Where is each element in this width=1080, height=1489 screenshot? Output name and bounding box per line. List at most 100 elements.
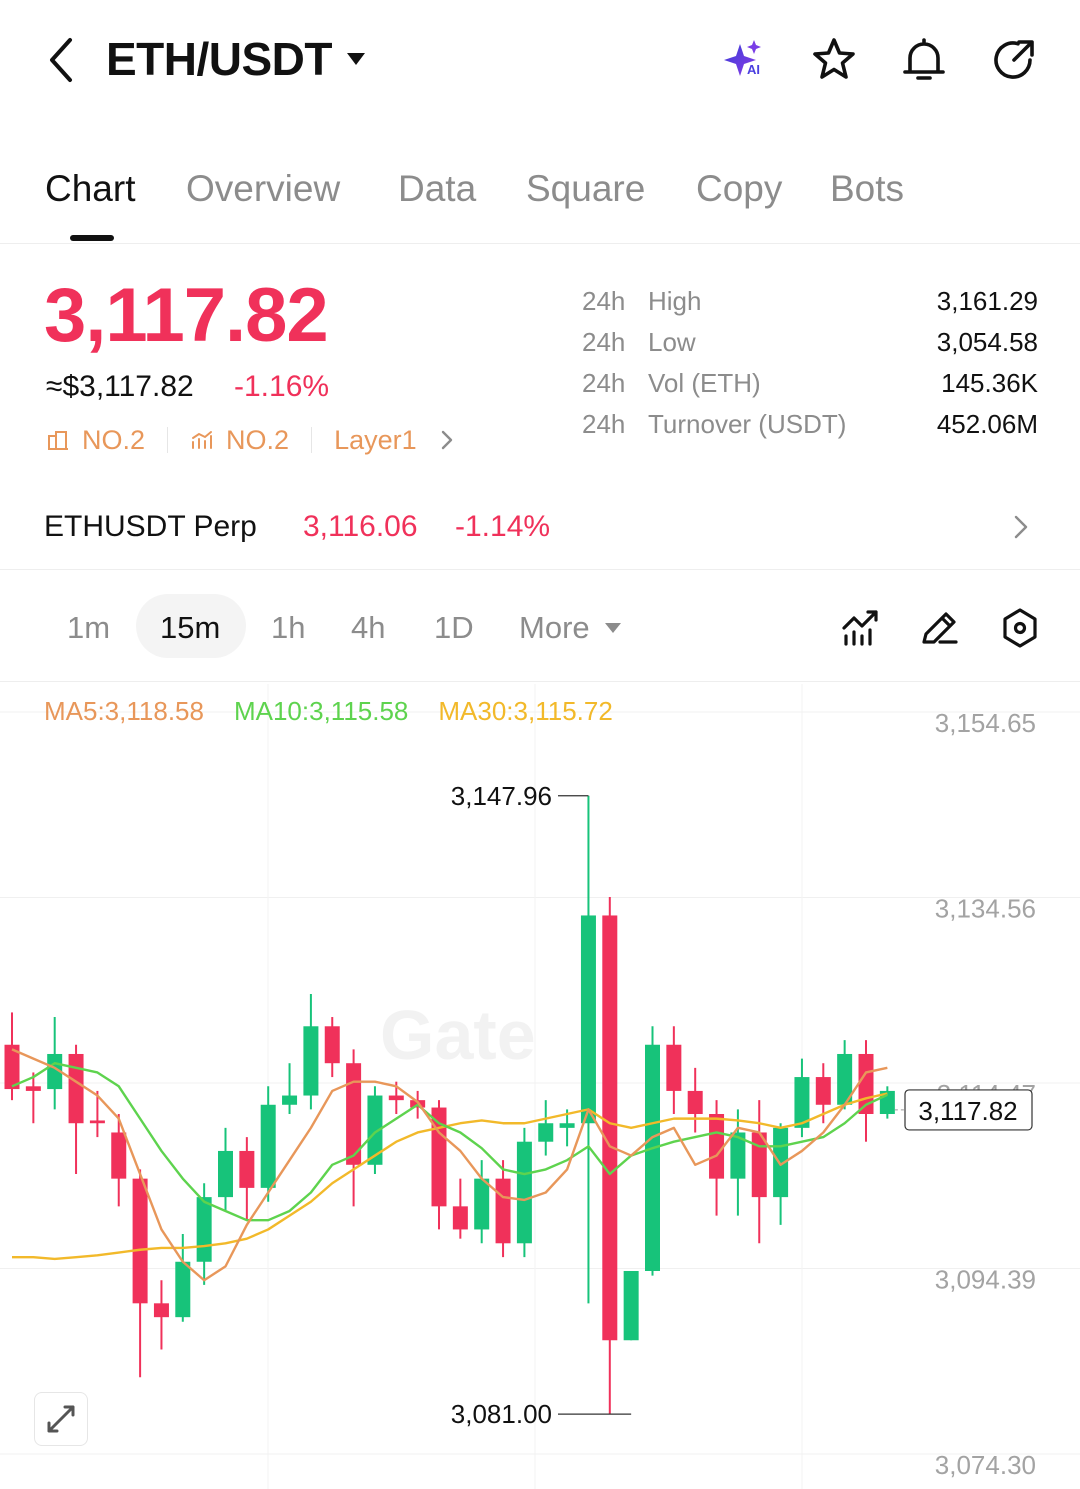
candle-body — [516, 1141, 532, 1244]
volume-rank[interactable]: NO.2 — [190, 425, 289, 456]
stat-low: 24h Low 3,054.58 — [582, 327, 1038, 368]
category-link[interactable]: Layer1 — [334, 425, 457, 456]
stat-label: Turnover (USDT) — [648, 409, 847, 439]
favorite-button[interactable] — [810, 36, 858, 84]
ma-legend: MA5:3,118.58 MA10:3,115.58 MA30:3,115.72 — [44, 696, 643, 727]
divider — [311, 427, 313, 453]
top-bar: ETH/USDT AI — [0, 0, 1080, 120]
price-summary: 3,117.82 ≈$3,117.82 -1.16% NO.2 NO.2 Lay… — [0, 250, 1080, 480]
tab-copy[interactable]: Copy — [696, 168, 783, 209]
ma-lines-layer — [11, 1048, 888, 1282]
candle-body — [580, 915, 596, 1124]
interval-more[interactable]: More — [519, 610, 622, 646]
interval-more-label: More — [519, 610, 590, 645]
candle-body — [431, 1107, 447, 1207]
chart-annotations: 3,147.96 3,081.00 3,117.82 — [451, 781, 1033, 1429]
divider — [167, 427, 169, 453]
ma5-line — [11, 1048, 888, 1282]
back-arrow-icon — [50, 38, 72, 82]
candle-body — [260, 1104, 276, 1188]
candle-body — [324, 1026, 340, 1064]
market-cap-rank-label: NO.2 — [82, 424, 146, 455]
alert-button[interactable] — [900, 36, 948, 84]
interval-15m[interactable]: 15m — [160, 610, 221, 645]
chart-toolbar: 1m 15m 1h 4h 1D More — [0, 572, 1080, 682]
pair-selector[interactable]: ETH/USDT — [106, 32, 366, 86]
interval-1d[interactable]: 1D — [434, 610, 474, 645]
candle-body — [4, 1044, 20, 1090]
stat-prefix: 24h — [582, 327, 626, 357]
max-price-label: 3,147.96 — [451, 781, 552, 811]
candle-body — [346, 1063, 362, 1165]
bell-icon — [903, 38, 945, 80]
perpetual-contract-row[interactable]: ETHUSDT Perp 3,116.06 -1.14% — [0, 488, 1080, 570]
candle-body — [495, 1178, 511, 1244]
caret-down-icon — [347, 53, 365, 65]
chevron-right-icon — [441, 430, 452, 450]
candle-body — [153, 1303, 169, 1318]
candle-body — [218, 1150, 233, 1198]
candle-body — [837, 1053, 853, 1105]
candle-body — [815, 1077, 831, 1105]
candle-body — [68, 1053, 84, 1124]
fullscreen-button[interactable] — [34, 1392, 88, 1446]
candle-body — [132, 1178, 148, 1304]
ma5-legend: MA5:3,118.58 — [44, 696, 204, 726]
star-icon — [813, 38, 855, 79]
tab-data[interactable]: Data — [398, 168, 477, 209]
indicator-button[interactable] — [838, 606, 882, 650]
candle-body — [666, 1044, 682, 1091]
candle-body — [709, 1114, 725, 1179]
draw-pen-icon — [922, 612, 958, 644]
stat-label: Vol (ETH) — [648, 368, 761, 398]
main-tabs: Chart Overview Data Square Copy Bots — [0, 150, 1080, 244]
stat-value: 3,054.58 — [936, 327, 1038, 357]
trend-bars-icon — [192, 431, 213, 449]
current-price-label: 3,117.82 — [918, 1096, 1017, 1126]
back-button[interactable] — [40, 36, 84, 84]
candle-body — [751, 1132, 767, 1198]
ma10-legend: MA10:3,115.58 — [233, 696, 409, 726]
last-price: 3,117.82 — [44, 273, 329, 358]
candle-body — [111, 1132, 127, 1179]
candle-body — [452, 1206, 468, 1230]
stat-value: 452.06M — [936, 409, 1038, 439]
candlestick-chart[interactable]: Gate 3,154.653,134.563,114.473,094.393,0… — [0, 684, 1080, 1489]
interval-1m[interactable]: 1m — [67, 610, 111, 645]
pair-title: ETH/USDT — [106, 33, 333, 85]
tab-bots[interactable]: Bots — [830, 168, 905, 209]
stat-prefix: 24h — [582, 286, 626, 316]
chevron-right-icon — [1014, 515, 1028, 539]
ranking-row: NO.2 NO.2 Layer1 — [46, 422, 457, 458]
candle-body — [175, 1261, 191, 1318]
ai-assistant-button[interactable]: AI — [720, 36, 768, 84]
tab-overview[interactable]: Overview — [186, 168, 341, 209]
candle-body — [239, 1150, 255, 1188]
candle-body — [47, 1053, 63, 1090]
stat-value: 145.36K — [941, 368, 1038, 398]
perp-price: 3,116.06 — [303, 510, 418, 543]
candles-layer — [4, 795, 895, 1415]
category-label: Layer1 — [334, 424, 417, 455]
candle-body — [196, 1197, 212, 1262]
24h-stats: 24h High 3,161.29 24h Low 3,054.58 24h Vol … — [582, 286, 1038, 450]
chart-settings-button[interactable] — [998, 606, 1042, 650]
draw-button[interactable] — [918, 606, 962, 650]
usd-price: ≈$3,117.82 — [46, 370, 194, 403]
perp-change-percent: -1.14% — [455, 510, 551, 543]
candle-body — [474, 1178, 490, 1230]
tab-chart[interactable]: Chart — [45, 168, 136, 209]
candle-body — [602, 915, 618, 1341]
chart-canvas: Gate 3,154.653,134.563,114.473,094.393,0… — [0, 684, 1080, 1489]
interval-4h[interactable]: 4h — [351, 610, 386, 645]
candle-body — [794, 1077, 810, 1128]
market-cap-rank[interactable]: NO.2 — [46, 425, 145, 456]
interval-1h[interactable]: 1h — [271, 610, 306, 645]
share-button[interactable] — [990, 36, 1038, 84]
candle-body — [645, 1044, 660, 1271]
caret-down-icon — [604, 623, 621, 633]
candle-body — [559, 1123, 575, 1128]
price-change-percent: -1.16% — [234, 370, 330, 403]
tab-square[interactable]: Square — [526, 168, 646, 209]
y-axis-label: 3,094.39 — [935, 1265, 1036, 1295]
